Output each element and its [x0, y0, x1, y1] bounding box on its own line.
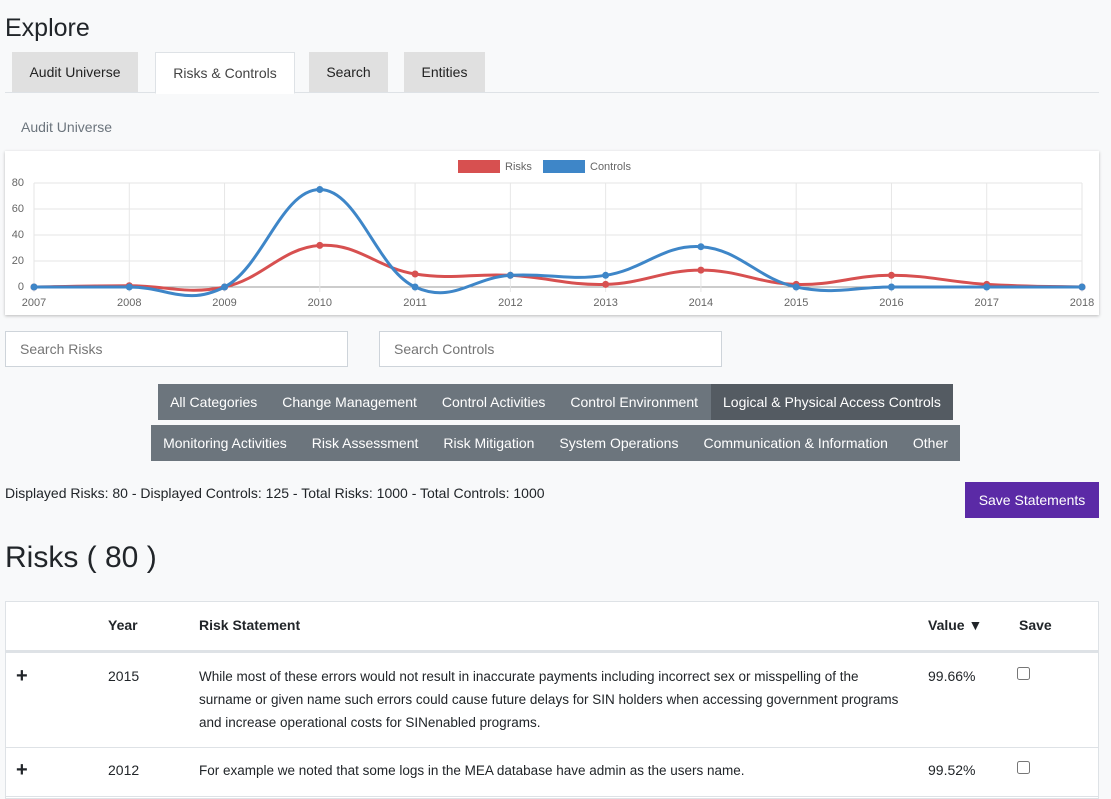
data-point — [125, 283, 133, 291]
y-tick-label: 60 — [12, 203, 24, 215]
x-tick-label: 2010 — [308, 297, 332, 309]
x-tick-label: 2009 — [212, 297, 236, 309]
cell: 99.52% — [928, 762, 976, 778]
cell: 99.66% — [928, 668, 976, 684]
legend-label: Risks — [505, 161, 532, 173]
table-row: +2015 While most of these errors would no… — [6, 653, 1098, 748]
save-checkbox[interactable] — [1017, 667, 1030, 680]
tab-bar: Audit Universe Risks & Controls Search Enti… — [5, 52, 1099, 94]
filter-button[interactable]: Control Environment — [557, 384, 711, 420]
y-tick-label: 40 — [12, 229, 24, 241]
cell: For example we noted that some logs in t… — [199, 763, 745, 778]
x-tick-label: 2013 — [593, 297, 617, 309]
tab[interactable]: Entities — [404, 52, 485, 92]
data-point — [506, 271, 514, 279]
x-tick-label: 2017 — [974, 297, 998, 309]
data-point — [30, 283, 38, 291]
x-tick-label: 2014 — [689, 297, 713, 309]
data-point — [1078, 283, 1086, 291]
save-checkbox[interactable] — [1017, 761, 1030, 774]
tab[interactable]: Risks & Controls — [155, 52, 295, 94]
x-tick-label: 2015 — [784, 297, 808, 309]
cell: 2015 — [108, 668, 140, 684]
risks-table: Year Risk Statement Value ▼ Save +2015 While … — [5, 601, 1099, 799]
filter-button[interactable]: Logical & Physical Access Controls — [710, 384, 954, 420]
filter-button[interactable]: Change Management — [269, 384, 430, 420]
save-button[interactable]: Save Statements — [965, 482, 1099, 518]
data-point — [887, 283, 895, 291]
legend-swatch — [458, 160, 500, 173]
x-tick-label: 2012 — [498, 297, 522, 309]
risks-heading: Risks ( 80 ) — [5, 541, 157, 574]
table-header: Year Risk Statement Value ▼ Save — [6, 602, 1098, 653]
data-point — [221, 283, 229, 291]
filter-button[interactable]: System Operations — [546, 425, 691, 461]
data-point — [316, 241, 324, 249]
data-point — [983, 283, 991, 291]
filter-button[interactable]: Communication & Information — [690, 425, 901, 461]
chart-card: 0 20 40 60 80 2007 2008 2009 2010 2011 2012 2013 201… — [5, 151, 1099, 315]
section-label: Audit Universe — [21, 119, 113, 135]
search-risks[interactable] — [5, 331, 348, 367]
filter-row: Monitoring Activities Risk Assessment Risk… — [0, 425, 1111, 461]
column-header: Value ▼ — [928, 617, 983, 633]
filter-button[interactable]: Control Activities — [429, 384, 558, 420]
page-title: Explore — [5, 14, 90, 42]
data-point — [411, 283, 419, 291]
data-point — [411, 270, 419, 278]
expand-toggle[interactable]: + — [16, 759, 28, 781]
table-row: +2012 For example we noted that some logs… — [6, 747, 1098, 797]
expand-toggle[interactable]: + — [16, 665, 28, 687]
column-header: Year — [108, 617, 138, 633]
filter-button[interactable]: Monitoring Activities — [150, 425, 300, 461]
stats: Displayed Risks: 80 - Displayed Controls… — [5, 485, 545, 501]
x-tick-label: 2018 — [1070, 297, 1094, 309]
filter-button[interactable]: Risk Assessment — [299, 425, 431, 461]
column-header: Risk Statement — [199, 617, 301, 633]
y-tick-label: 80 — [12, 177, 24, 189]
data-point — [697, 266, 705, 274]
tab[interactable]: Search — [309, 52, 388, 92]
x-tick-label: 2008 — [117, 297, 141, 309]
cell: While most of these errors would not res… — [199, 669, 899, 730]
legend-swatch — [543, 160, 585, 173]
filter-row: All Categories Change Management Control A… — [0, 384, 1111, 420]
data-point — [316, 186, 324, 193]
column-header: Save — [1019, 617, 1052, 633]
y-tick-label: 20 — [12, 255, 24, 267]
legend-label: Controls — [590, 161, 631, 173]
series-line — [33, 243, 1083, 292]
data-point — [792, 283, 800, 291]
tab[interactable]: Audit Universe — [12, 52, 138, 92]
x-tick-label: 2007 — [22, 297, 46, 309]
data-point — [602, 280, 610, 288]
filter-button[interactable]: Other — [900, 425, 961, 461]
cell: 2012 — [108, 762, 140, 778]
data-point — [602, 271, 610, 279]
data-point — [697, 243, 705, 251]
chart: 0 20 40 60 80 2007 2008 2009 2010 2011 2012 2013 201… — [12, 160, 1094, 309]
x-tick-label: 2011 — [403, 297, 427, 309]
y-tick-label: 0 — [18, 281, 24, 293]
filter-button[interactable]: Risk Mitigation — [430, 425, 547, 461]
data-point — [887, 271, 895, 279]
search-controls[interactable] — [379, 331, 722, 367]
x-tick-label: 2016 — [879, 297, 903, 309]
filter-button[interactable]: All Categories — [157, 384, 270, 420]
